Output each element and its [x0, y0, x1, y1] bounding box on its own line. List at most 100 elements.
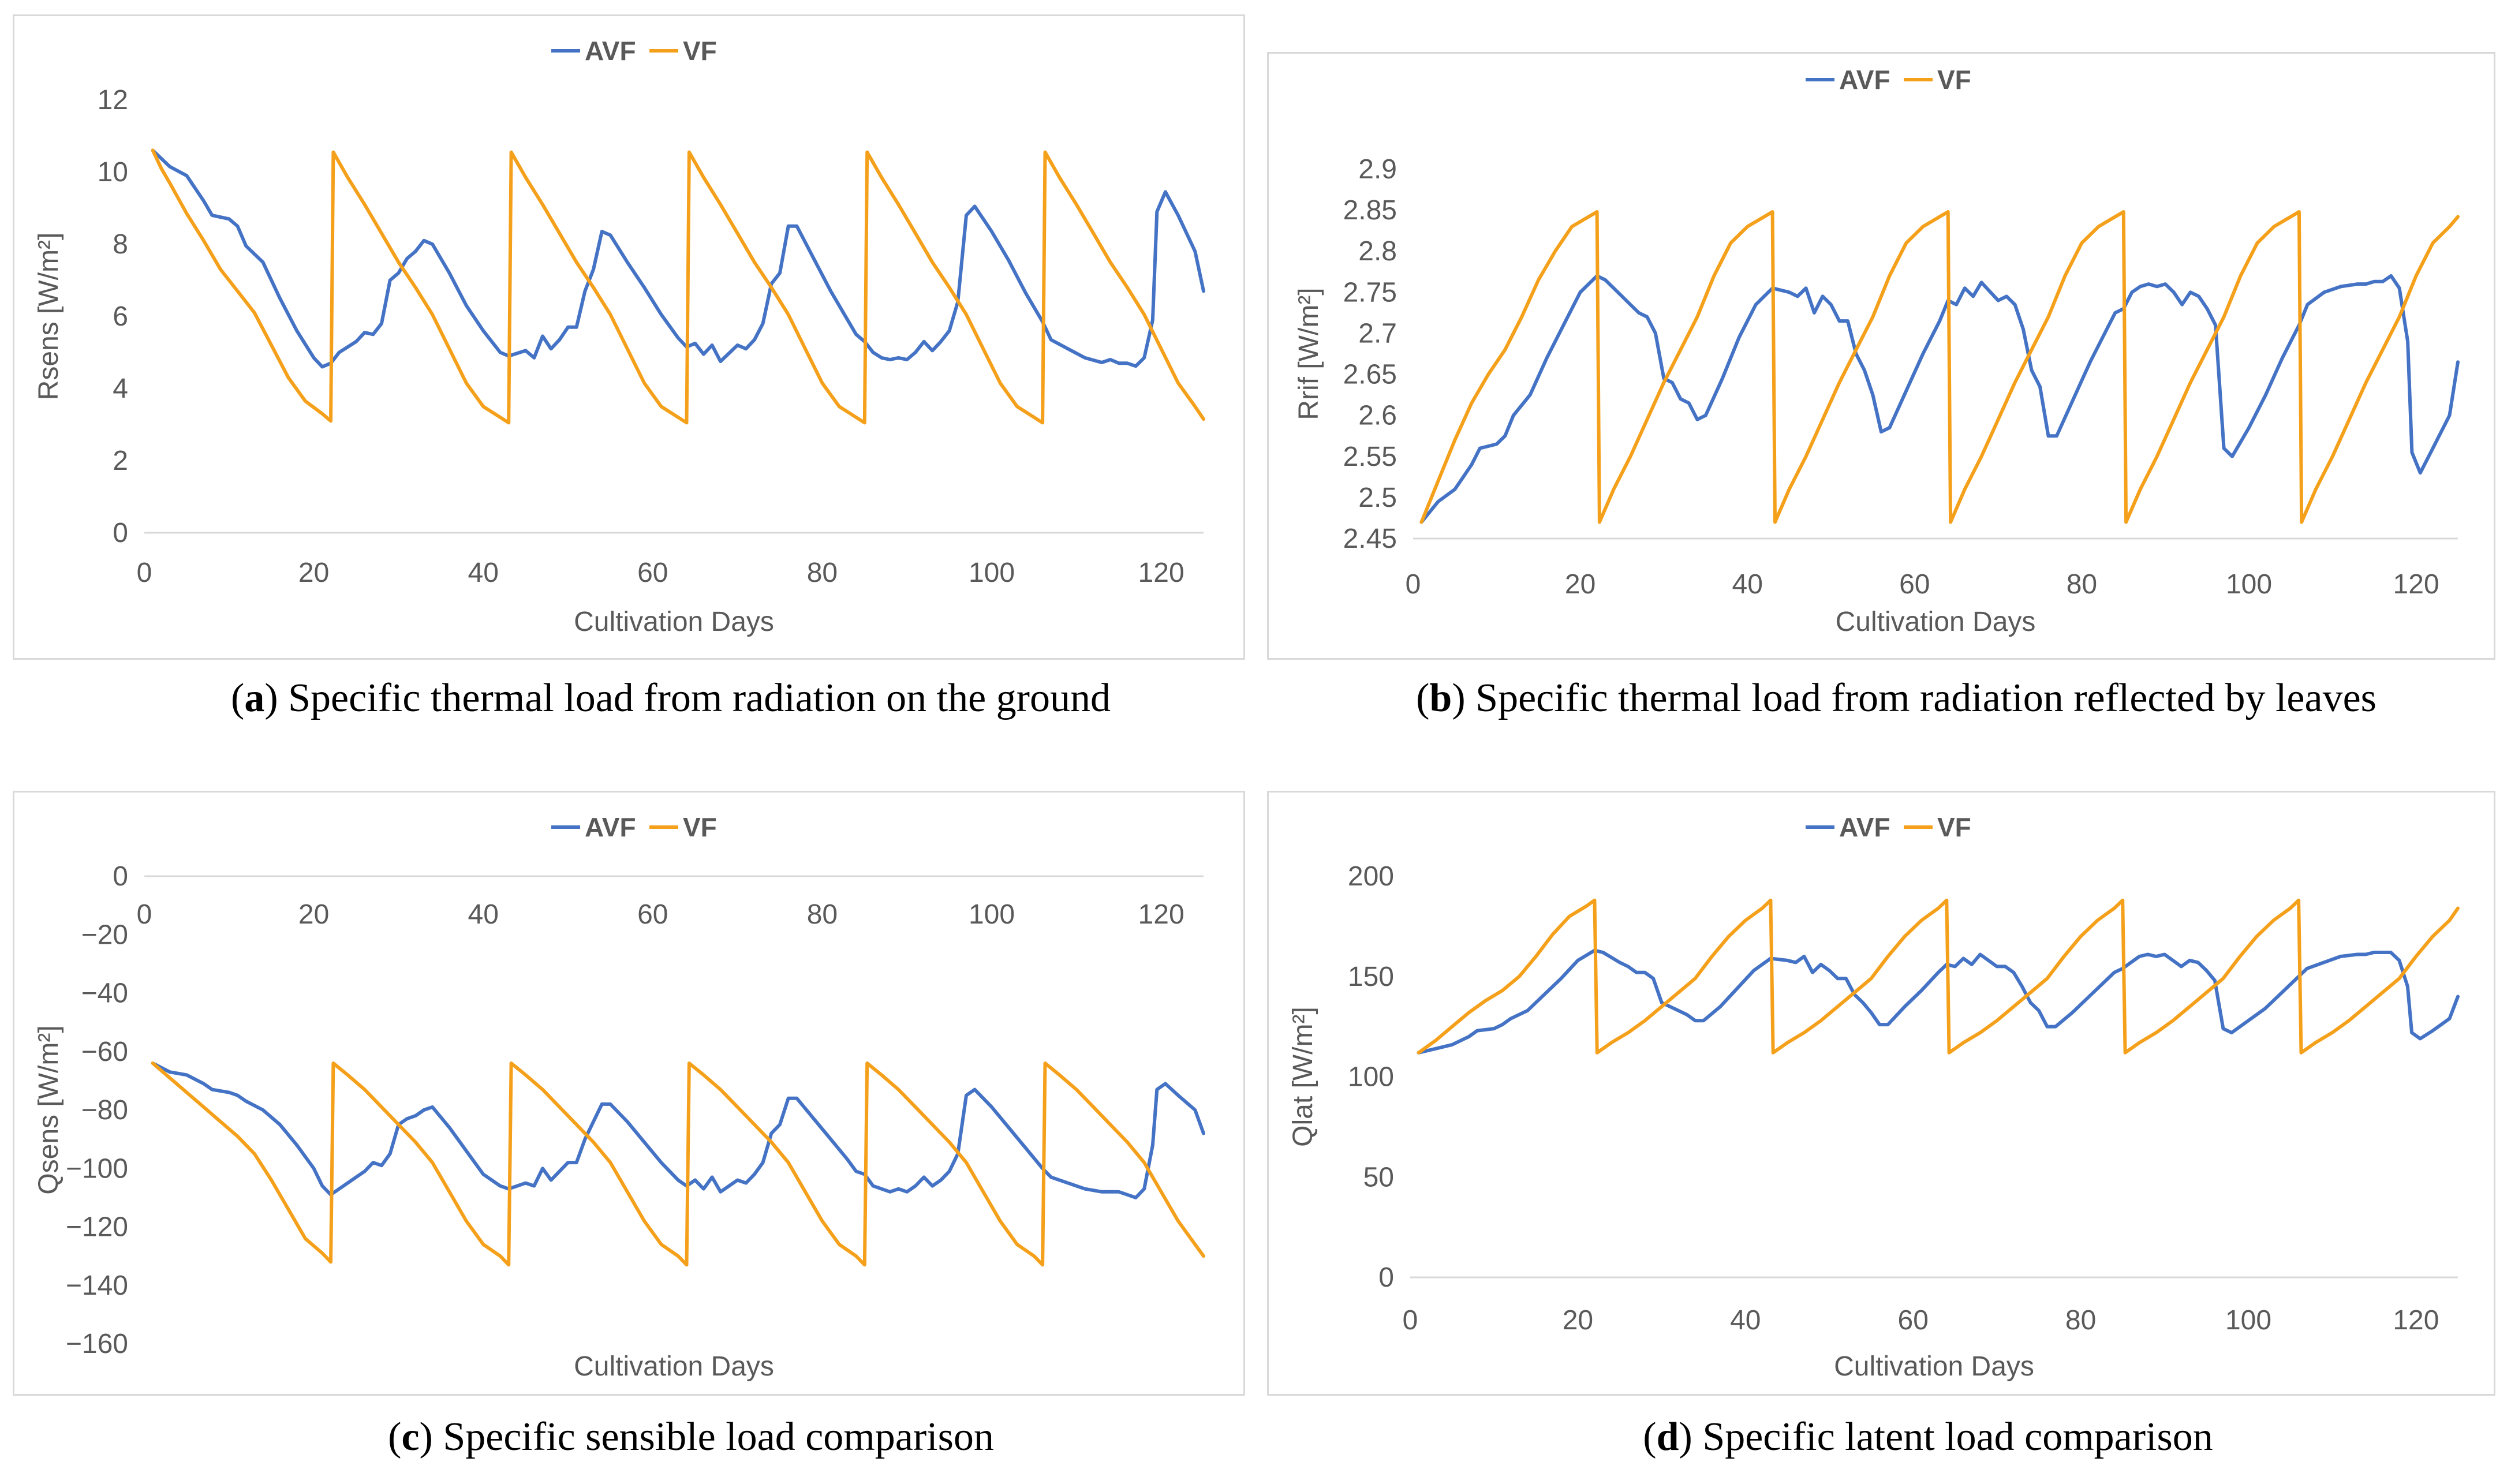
y-tick-label: −80: [81, 1095, 128, 1126]
legend-label-avf: AVF: [1839, 812, 1890, 842]
series-line-vf: [151, 148, 1205, 425]
y-tick-label: 8: [113, 229, 128, 260]
y-axis-title: Rsens [W/m²]: [33, 233, 64, 401]
x-tick-label: 60: [1899, 569, 1930, 600]
x-tick-label: 60: [1898, 1305, 1929, 1336]
chart-c-svg: AVF VF −160 −140 −120 −100 −80 −60 −40 −20 00 20 40 6…: [33, 812, 1205, 1382]
series-line-avf: [1417, 948, 2460, 1055]
y-tick-label: 50: [1363, 1162, 1394, 1193]
y-tick-label: −120: [66, 1212, 128, 1243]
series-line-avf: [151, 1061, 1205, 1199]
chart-panel-a: AVF VF 0 2 4 6 8 10 12 0 20 40 60 80 100 120 Cultivation…: [13, 14, 1245, 660]
series-line-avf: [1419, 274, 2460, 524]
y-tick-label: −40: [81, 978, 128, 1009]
x-tick-label: 80: [2065, 1305, 2096, 1336]
legend-item-avf: AVF: [551, 812, 636, 842]
chart-panel-b: AVF VF 2.45 2.5 2.55 2.6 2.65 2.7 2.75 2.8 2.85 2.9…: [1267, 52, 2495, 660]
y-tick-label: 10: [98, 157, 128, 188]
legend-item-vf: VF: [1904, 812, 1971, 842]
y-tick-label: −60: [81, 1037, 128, 1067]
caption-a: (a) Specific thermal load from radiation…: [231, 676, 1111, 720]
y-tick-label: 2.75: [1343, 277, 1397, 308]
chart-panel-d: AVF VF 0 50 100 150 200 0 20 40 60 80 100 120 Cultivat…: [1267, 791, 2495, 1396]
x-tick-label: 40: [1730, 1305, 1761, 1336]
x-tick-label: 120: [1138, 899, 1184, 930]
legend-label-avf: AVF: [585, 812, 636, 842]
y-tick-label: 100: [1348, 1062, 1394, 1093]
x-tick-label: 40: [1732, 569, 1763, 600]
x-axis-title: Cultivation Days: [1836, 607, 2036, 637]
y-tick-label: 4: [113, 373, 128, 404]
legend-label-avf: AVF: [1839, 65, 1890, 95]
legend-item-vf: VF: [1904, 65, 1971, 95]
x-tick-label: 60: [637, 899, 668, 930]
chart-b-svg: AVF VF 2.45 2.5 2.55 2.6 2.65 2.7 2.75 2.8 2.85 2.9…: [1294, 65, 2460, 637]
x-tick-label: 40: [468, 899, 499, 930]
y-axis-title: Rrif [W/m²]: [1294, 287, 1324, 420]
legend-label-vf: VF: [1937, 812, 1971, 842]
x-axis-title: Cultivation Days: [574, 1351, 774, 1382]
legend-item-avf: AVF: [1806, 65, 1890, 95]
y-tick-label: 0: [1378, 1262, 1394, 1293]
x-tick-label: 0: [137, 899, 152, 930]
x-tick-label: 100: [2226, 569, 2272, 600]
x-tick-label: 80: [807, 899, 838, 930]
x-tick-label: 80: [2067, 569, 2097, 600]
y-tick-label: 2.55: [1343, 442, 1397, 472]
y-tick-label: 0: [113, 861, 128, 892]
y-tick-label: 2: [113, 446, 128, 476]
x-tick-label: 0: [1406, 569, 1421, 600]
y-tick-label: −20: [81, 919, 128, 950]
y-tick-label: 2.6: [1358, 401, 1397, 431]
x-tick-label: 100: [2225, 1305, 2271, 1336]
x-tick-label: 120: [2393, 569, 2439, 600]
legend-label-avf: AVF: [585, 36, 636, 66]
x-tick-label: 20: [1563, 1305, 1593, 1336]
y-tick-label: −140: [66, 1270, 128, 1301]
caption-b: (b) Specific thermal load from radiation…: [1416, 676, 2377, 720]
y-tick-label: 6: [113, 301, 128, 332]
chart-d-svg: AVF VF 0 50 100 150 200 0 20 40 60 80 100 120 Cultivat…: [1288, 812, 2460, 1382]
y-tick-label: −100: [66, 1153, 128, 1184]
x-tick-label: 100: [969, 558, 1015, 588]
series-line-vf: [1419, 210, 2460, 524]
y-tick-label: −160: [66, 1329, 128, 1359]
x-tick-label: 20: [1565, 569, 1595, 600]
x-tick-label: 100: [969, 899, 1015, 930]
y-tick-label: 2.65: [1343, 360, 1397, 390]
legend-item-avf: AVF: [551, 36, 636, 66]
y-tick-label: 0: [113, 518, 128, 548]
series-line-vf: [1417, 898, 2460, 1055]
series-line-vf: [151, 1061, 1205, 1267]
y-tick-label: 12: [98, 85, 128, 115]
series-line-avf: [151, 148, 1205, 369]
legend-item-vf: VF: [649, 812, 717, 842]
y-tick-label: 150: [1348, 962, 1394, 992]
y-axis-title: Qsens [W/m²]: [33, 1025, 64, 1194]
y-axis-title: Qlat [W/m²]: [1288, 1007, 1318, 1147]
x-tick-label: 80: [807, 558, 838, 588]
legend-item-avf: AVF: [1806, 812, 1890, 842]
x-tick-label: 20: [298, 899, 329, 930]
x-tick-label: 120: [2393, 1305, 2439, 1336]
y-tick-label: 2.5: [1358, 483, 1397, 513]
x-tick-label: 120: [1138, 558, 1184, 588]
x-axis-title: Cultivation Days: [1834, 1351, 2034, 1382]
x-tick-label: 40: [468, 558, 499, 588]
x-tick-label: 0: [137, 558, 152, 588]
legend-label-vf: VF: [683, 36, 717, 66]
legend-item-vf: VF: [649, 36, 717, 66]
x-tick-label: 60: [637, 558, 668, 588]
y-tick-label: 200: [1348, 861, 1394, 892]
y-tick-label: 2.7: [1358, 318, 1397, 349]
caption-d: (d) Specific latent load comparison: [1643, 1415, 2213, 1459]
legend-label-vf: VF: [683, 812, 717, 842]
legend-label-vf: VF: [1937, 65, 1971, 95]
x-axis-title: Cultivation Days: [574, 607, 774, 637]
x-tick-label: 20: [298, 558, 329, 588]
y-tick-label: 2.9: [1358, 154, 1397, 185]
caption-c: (c) Specific sensible load comparison: [388, 1415, 994, 1459]
y-tick-label: 2.45: [1343, 524, 1397, 554]
chart-panel-c: AVF VF −160 −140 −120 −100 −80 −60 −40 −20 0 0 20 40 6…: [13, 791, 1245, 1396]
